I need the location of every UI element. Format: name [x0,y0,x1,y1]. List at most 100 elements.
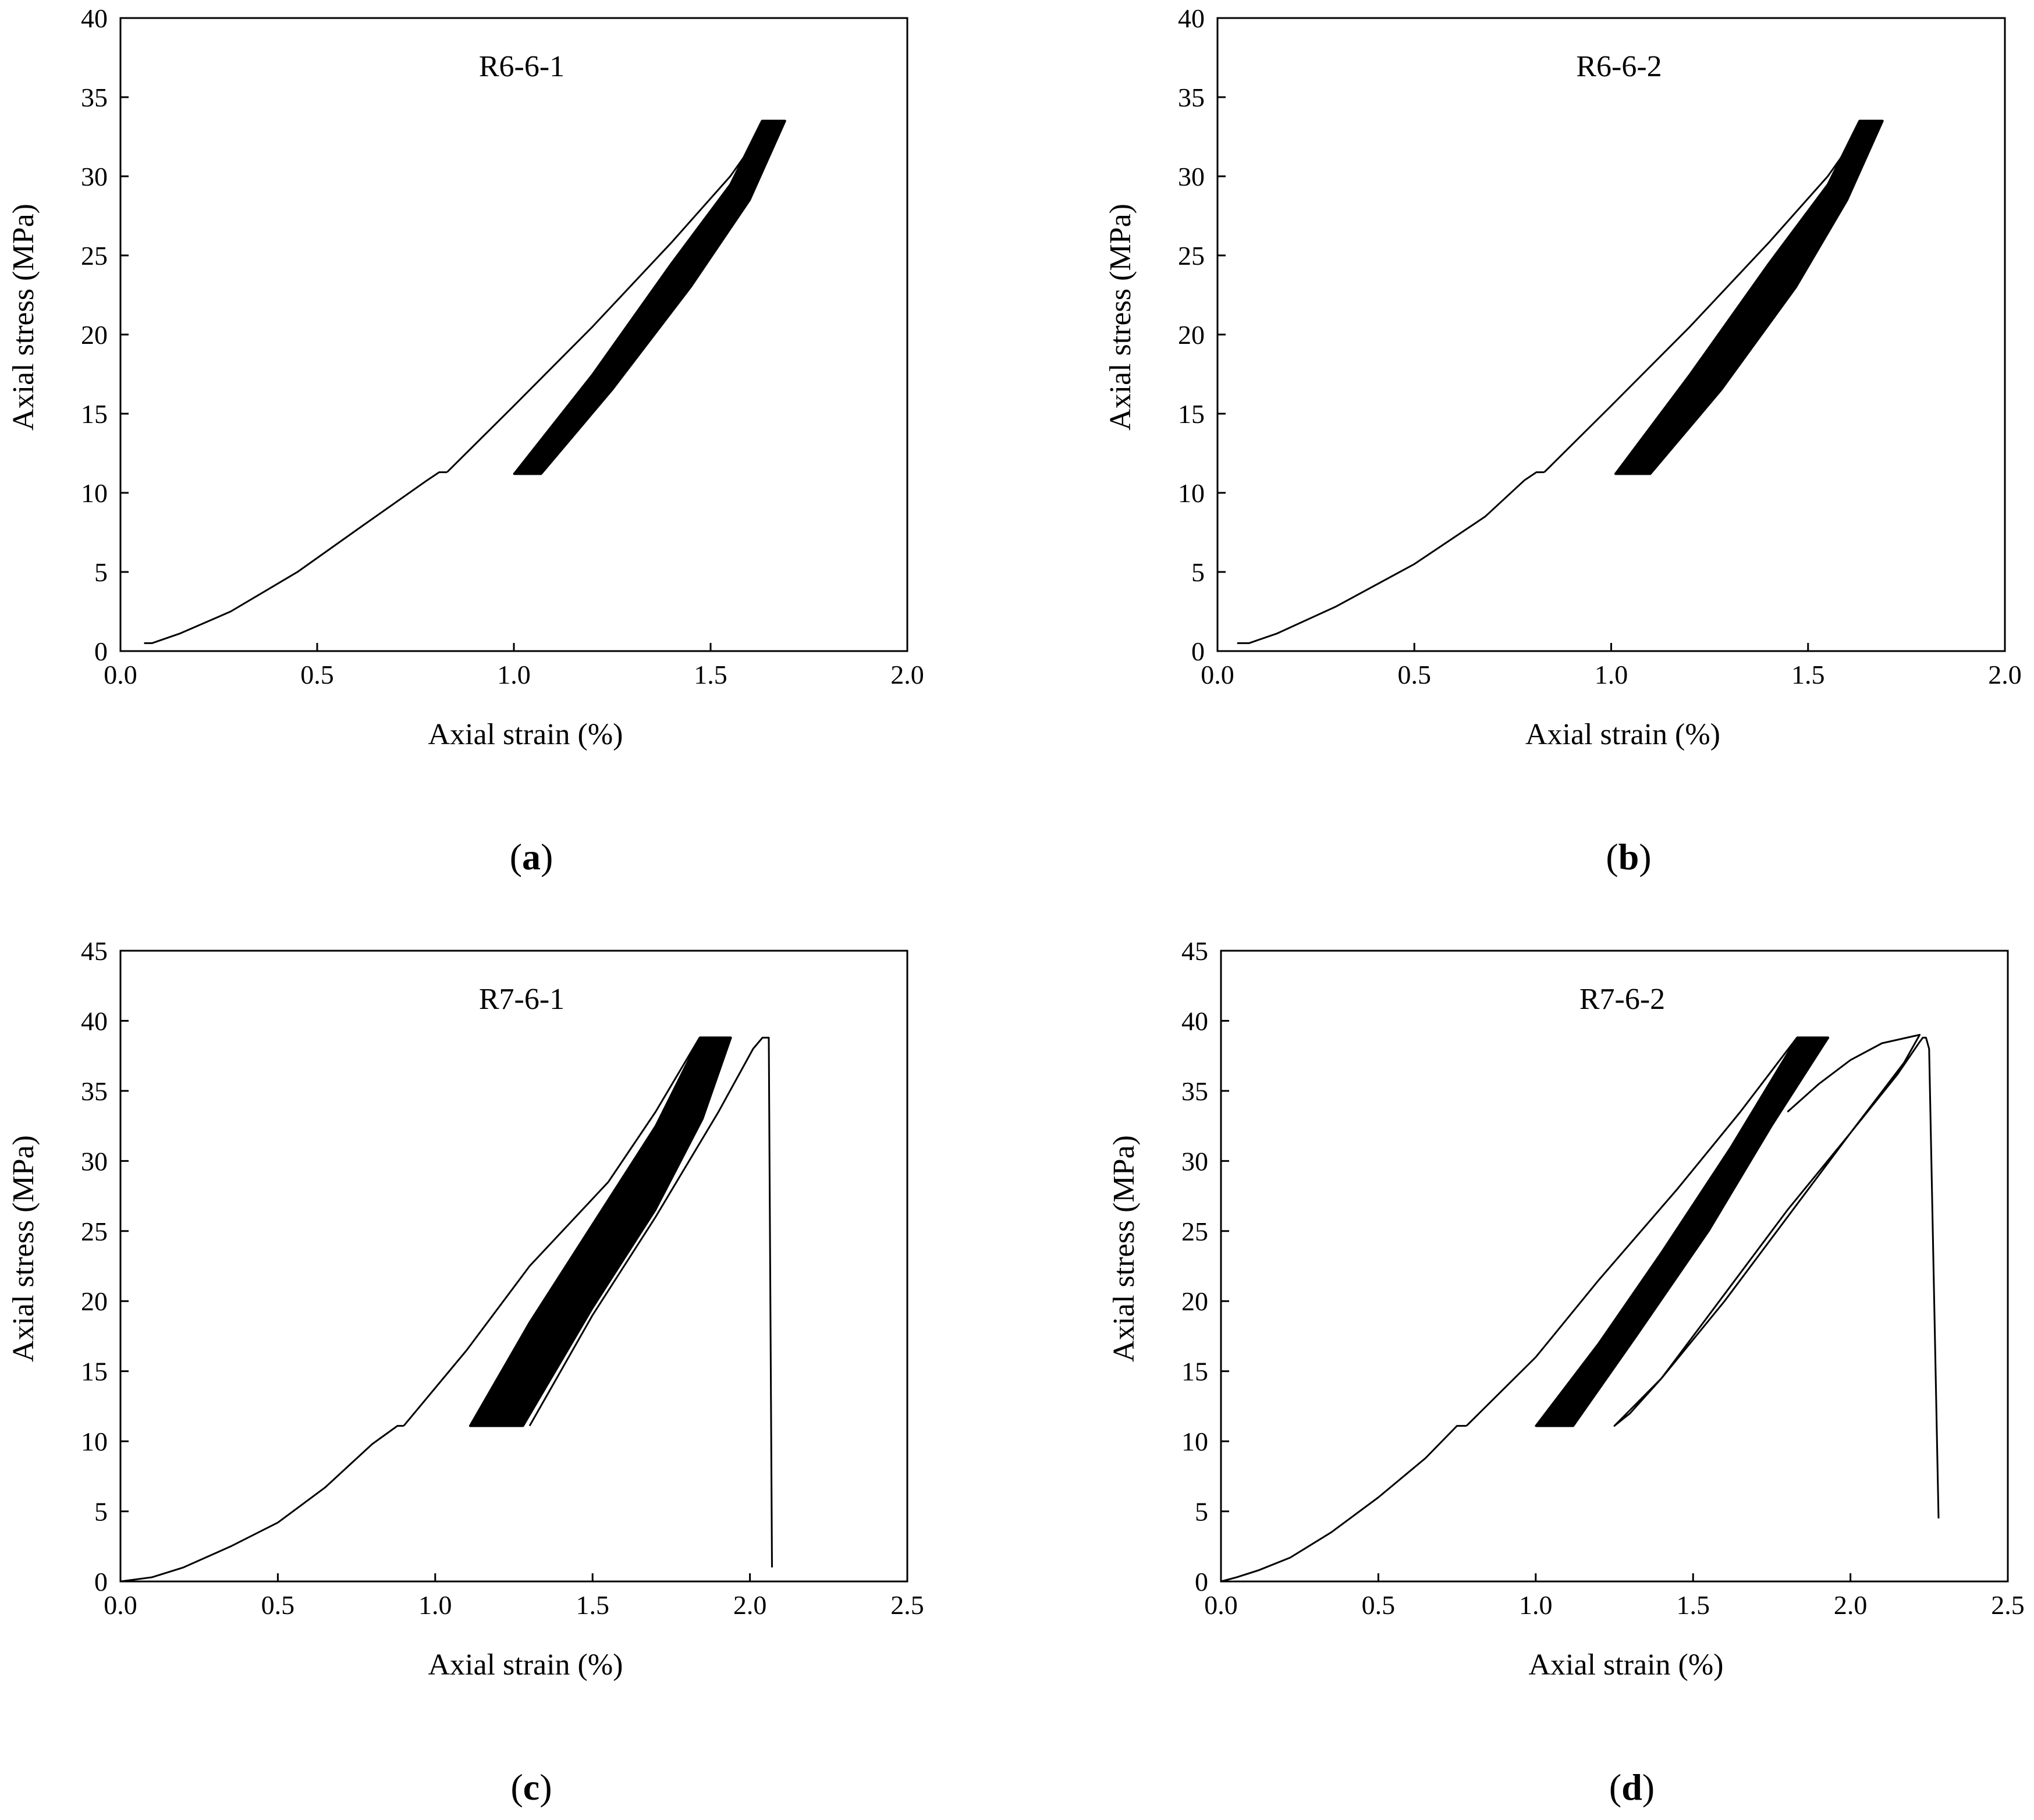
y-axis-label: Axial stress (MPa) [1107,1135,1141,1362]
y-axis-label: Axial stress (MPa) [7,1135,40,1362]
y-tick-label: 35 [81,83,108,112]
y-tick-label: 30 [1181,1146,1208,1176]
loading-curve [1237,471,1545,644]
x-tick-label: 2.0 [733,1590,767,1620]
x-tick-label: 0.0 [1201,660,1234,689]
y-tick-label: 20 [81,1286,108,1316]
x-tick-label: 2.5 [890,1590,924,1620]
y-tick-label: 35 [1178,83,1205,112]
x-tick-label: 1.0 [418,1590,452,1620]
x-tick-label: 0.0 [1204,1590,1238,1620]
panel-letter: b [1618,836,1639,877]
x-tick-label: 1.0 [1595,660,1628,689]
y-axis-label: Axial stress (MPa) [7,204,40,431]
panel-letter: c [523,1766,539,1808]
cyclic-loops-band [513,120,786,475]
x-tick-label: 0.5 [1362,1590,1396,1620]
panel-label: (c) [510,1766,552,1808]
series-title: R6-6-1 [479,50,565,83]
y-tick-label: 40 [81,1006,108,1036]
plot-frame [119,17,908,652]
y-tick-label: 15 [1181,1357,1208,1387]
failure-curve [1613,1034,1940,1519]
panel-label: (a) [510,836,553,877]
y-tick-label: 10 [1178,478,1205,508]
series-title: R6-6-2 [1576,50,1662,83]
x-axis-label: Axial strain (%) [1528,1648,1723,1682]
y-tick-label: 35 [81,1076,108,1106]
y-tick-label: 15 [81,399,108,429]
panel-letter: a [522,836,541,877]
x-axis-label: Axial strain (%) [428,718,623,751]
y-tick-label: 20 [81,320,108,350]
x-axis-label: Axial strain (%) [1525,718,1720,751]
x-tick-label: 0.0 [104,1590,137,1620]
y-tick-label: 0 [1195,1567,1208,1597]
panel-label: (b) [1606,836,1651,877]
loading-curve [1220,1425,1467,1583]
y-tick-label: 15 [1178,399,1205,429]
cyclic-loops-band [1614,120,1884,475]
y-tick-label: 10 [1181,1427,1208,1456]
x-tick-label: 1.5 [1676,1590,1710,1620]
y-tick-label: 30 [81,162,108,191]
x-tick-label: 1.5 [694,660,727,689]
x-tick-label: 0.0 [104,660,137,689]
y-tick-label: 5 [1191,557,1205,587]
panel-label: (d) [1609,1766,1655,1808]
chart-panel-c: 0.0 0.5 1.0 1.5 2.0 2.5 0 5 10 15 20 25 30 35 40 45 Axia… [7,936,924,1808]
plot-frame [119,950,908,1583]
y-tick-label: 15 [81,1357,108,1387]
x-tick-label: 1.5 [576,1590,609,1620]
first-cycle-curve [1543,120,1868,473]
first-cycle-curve [446,120,771,473]
y-tick-label: 0 [94,637,108,666]
first-cycle-curve [403,1037,701,1427]
series-title: R7-6-1 [479,983,565,1016]
y-tick-label: 20 [1178,320,1205,350]
x-tick-label: 1.5 [1791,660,1825,689]
y-tick-label: 5 [94,557,108,587]
cyclic-loops-band [1535,1036,1830,1427]
y-tick-label: 25 [81,1217,108,1246]
x-tick-label: 1.0 [497,660,531,689]
chart-panel-b: 0.0 0.5 1.0 1.5 2.0 0 5 10 15 20 25 30 35 40 Axial str… [1104,3,2022,877]
cyclic-loops-band [468,1036,732,1427]
y-tick-label: 45 [81,936,108,966]
x-tick-label: 2.0 [1988,660,2022,689]
first-cycle-curve [1465,1037,1798,1427]
chart-panel-a: 0.0 0.5 1.0 1.5 2.0 0 5 10 15 20 25 30 35 40 Axial str… [7,3,924,877]
y-tick-label: 30 [81,1146,108,1176]
x-tick-label: 1.0 [1519,1590,1553,1620]
x-tick-label: 0.5 [300,660,334,689]
x-tick-label: 0.5 [261,1590,295,1620]
y-tick-label: 10 [81,1427,108,1456]
y-tick-label: 10 [81,478,108,508]
panel-letter: d [1621,1766,1642,1808]
y-tick-label: 25 [1181,1217,1208,1246]
x-tick-label: 2.5 [1991,1590,2025,1620]
x-axis-label: Axial strain (%) [428,1648,623,1682]
y-tick-label: 30 [1178,162,1205,191]
y-tick-label: 20 [1181,1286,1208,1316]
y-tick-label: 40 [81,3,108,33]
plot-frame [1220,950,2009,1583]
loading-curve [120,1425,404,1583]
plot-frame [1216,17,2006,652]
series-title: R7-6-2 [1579,983,1665,1016]
loading-curve [144,471,448,644]
y-tick-label: 35 [1181,1076,1208,1106]
x-tick-label: 0.5 [1398,660,1432,689]
chart-panel-d: 0.0 0.5 1.0 1.5 2.0 2.5 0 5 10 15 20 25 30 35 40 45 Axia… [1107,936,2025,1808]
y-tick-label: 0 [1191,637,1205,666]
y-tick-label: 25 [81,241,108,271]
x-tick-label: 2.0 [1834,1590,1868,1620]
y-tick-label: 5 [94,1497,108,1527]
y-tick-label: 40 [1178,3,1205,33]
y-tick-label: 25 [1178,241,1205,271]
failure-curve [528,1036,773,1567]
y-tick-label: 45 [1181,936,1208,966]
y-tick-label: 5 [1195,1497,1208,1527]
y-tick-label: 40 [1181,1006,1208,1036]
